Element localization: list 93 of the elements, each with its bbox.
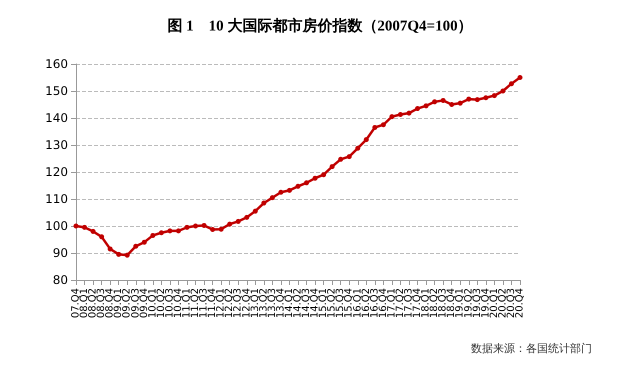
x-tick-label: 09.Q3 bbox=[130, 288, 142, 318]
x-tick-label: 16.Q2 bbox=[360, 288, 372, 318]
point bbox=[236, 218, 241, 224]
x-tick-label: 12.Q4 bbox=[241, 288, 252, 318]
x-tick-label: 20.Q4 bbox=[514, 288, 526, 318]
x-tick-label: 10.Q4 bbox=[172, 288, 184, 318]
point bbox=[449, 102, 454, 107]
point bbox=[440, 98, 446, 103]
point bbox=[90, 228, 96, 234]
point bbox=[252, 208, 258, 214]
point bbox=[133, 244, 138, 249]
point bbox=[518, 75, 522, 80]
y-tick-label: 90 bbox=[52, 246, 68, 260]
x-tick-label: 13.Q4 bbox=[275, 288, 286, 318]
point bbox=[218, 226, 224, 232]
point bbox=[338, 156, 344, 162]
point bbox=[278, 190, 284, 195]
point bbox=[202, 222, 207, 228]
x-tick-label: 16.Q4 bbox=[378, 288, 389, 318]
point bbox=[296, 184, 300, 189]
x-tick-label: 19.Q2 bbox=[463, 288, 474, 318]
x-tick-label: 13.Q1 bbox=[250, 288, 261, 318]
point bbox=[415, 106, 420, 112]
point bbox=[508, 81, 514, 86]
y-tick-label: 150 bbox=[45, 84, 68, 98]
y-tick-label: 120 bbox=[45, 165, 68, 179]
point bbox=[398, 112, 403, 117]
y-tick-label: 80 bbox=[52, 273, 68, 287]
x-tick-label: 17.Q2 bbox=[394, 288, 406, 318]
point bbox=[424, 103, 429, 108]
point bbox=[116, 252, 122, 257]
point bbox=[167, 228, 172, 234]
x-tick-label: 14.Q1 bbox=[284, 288, 295, 318]
x-tick-label: 19.Q4 bbox=[480, 288, 492, 318]
point bbox=[227, 222, 232, 227]
point bbox=[176, 228, 181, 234]
x-tick-label: 09.Q4 bbox=[138, 288, 150, 318]
point bbox=[432, 99, 438, 104]
point bbox=[304, 180, 310, 186]
point bbox=[286, 188, 292, 193]
x-tick-label: 10.Q3 bbox=[164, 288, 176, 318]
x-tick-label: 20.Q2 bbox=[497, 288, 508, 318]
point bbox=[261, 200, 266, 206]
point bbox=[210, 227, 216, 232]
x-tick-label: 16.Q1 bbox=[352, 288, 364, 318]
point bbox=[108, 246, 113, 252]
y-tick-label: 140 bbox=[45, 111, 68, 125]
y-tick-label: 100 bbox=[45, 219, 68, 233]
point bbox=[474, 97, 480, 102]
x-tick-label: 20.Q3 bbox=[506, 288, 517, 318]
x-tick-label: 10.Q2 bbox=[156, 288, 167, 318]
point bbox=[244, 214, 250, 220]
y-tick-label: 130 bbox=[45, 138, 68, 152]
point bbox=[193, 224, 198, 228]
point bbox=[364, 137, 369, 142]
x-tick-label: 17.Q3 bbox=[404, 288, 414, 318]
point bbox=[142, 240, 147, 245]
point bbox=[346, 154, 352, 160]
chart-title: 图 1 10 大国际都市房价指数（2007Q4=100） bbox=[167, 16, 473, 34]
point bbox=[380, 122, 386, 128]
point bbox=[184, 224, 190, 230]
point bbox=[372, 124, 378, 130]
point bbox=[74, 224, 78, 228]
point bbox=[150, 232, 156, 238]
x-tick-label: 13.Q2 bbox=[258, 288, 270, 318]
x-tick-label: 20.Q1 bbox=[488, 288, 500, 318]
point bbox=[389, 114, 394, 120]
x-tick-label: 11.Q1 bbox=[182, 288, 192, 318]
point bbox=[312, 176, 318, 181]
y-tick-label: 110 bbox=[45, 192, 68, 206]
x-tick-label: 14.Q2 bbox=[292, 288, 304, 318]
point bbox=[99, 234, 104, 240]
point bbox=[355, 146, 360, 151]
point bbox=[124, 252, 130, 258]
x-tick-label: 17.Q1 bbox=[386, 288, 398, 318]
point bbox=[483, 95, 488, 100]
x-tick-label: 19.Q3 bbox=[472, 288, 483, 318]
point bbox=[406, 110, 412, 116]
point bbox=[158, 230, 164, 236]
source-note: 数据来源：各国统计部门 bbox=[471, 342, 592, 355]
x-tick-label: 16.Q3 bbox=[369, 288, 380, 318]
point bbox=[466, 96, 472, 102]
point bbox=[321, 172, 326, 178]
x-tick-label: 13.Q3 bbox=[266, 288, 278, 318]
point bbox=[82, 224, 88, 230]
point bbox=[330, 164, 335, 170]
x-tick-label: 07.Q4 bbox=[70, 288, 82, 318]
x-tick-label: 10.Q1 bbox=[147, 288, 158, 318]
point bbox=[270, 195, 275, 200]
point bbox=[492, 93, 497, 98]
y-tick-label: 160 bbox=[45, 57, 68, 71]
point bbox=[458, 100, 463, 106]
point bbox=[500, 88, 506, 94]
